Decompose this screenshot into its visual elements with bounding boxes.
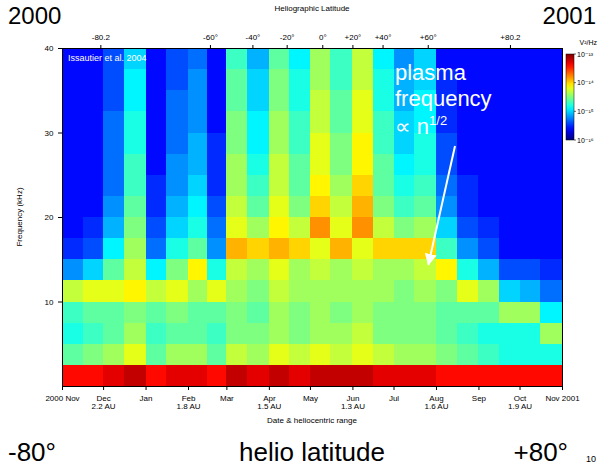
svg-text:Heliographic Latitude: Heliographic Latitude bbox=[274, 4, 350, 13]
svg-text:helio latitude: helio latitude bbox=[239, 437, 385, 467]
svg-text:0°: 0° bbox=[319, 33, 327, 42]
svg-text:10: 10 bbox=[45, 298, 54, 307]
svg-text:10⁻¹⁴: 10⁻¹⁴ bbox=[577, 79, 594, 86]
svg-text:Date & heliocentric range: Date & heliocentric range bbox=[267, 416, 357, 425]
svg-text:Jul: Jul bbox=[389, 394, 399, 403]
svg-text:-80°: -80° bbox=[8, 437, 56, 467]
svg-text:Apr1.5 AU: Apr1.5 AU bbox=[257, 394, 281, 411]
svg-text:Jan: Jan bbox=[140, 394, 153, 403]
svg-text:May: May bbox=[303, 394, 318, 403]
svg-text:-20°: -20° bbox=[280, 33, 295, 42]
svg-text:2000 Nov: 2000 Nov bbox=[45, 394, 79, 403]
svg-text:Dec2.2 AU: Dec2.2 AU bbox=[92, 394, 116, 411]
svg-text:2000: 2000 bbox=[8, 2, 61, 29]
svg-text:Issautier et al. 2004: Issautier et al. 2004 bbox=[68, 53, 147, 63]
svg-text:Oct1.9 AU: Oct1.9 AU bbox=[508, 394, 532, 411]
svg-text:∝ n1/2: ∝ n1/2 bbox=[395, 113, 447, 139]
svg-text:-80.2: -80.2 bbox=[92, 33, 111, 42]
svg-text:-40°: -40° bbox=[246, 33, 261, 42]
svg-text:40: 40 bbox=[45, 44, 54, 53]
svg-text:+60°: +60° bbox=[420, 33, 437, 42]
svg-text:20: 20 bbox=[45, 213, 54, 222]
svg-text:10⁻¹⁵: 10⁻¹⁵ bbox=[577, 108, 594, 115]
svg-text:Mar: Mar bbox=[220, 394, 234, 403]
svg-text:Feb1.8 AU: Feb1.8 AU bbox=[177, 394, 201, 411]
svg-text:plasma: plasma bbox=[395, 60, 467, 85]
svg-text:-60°: -60° bbox=[203, 33, 218, 42]
svg-text:Nov 2001: Nov 2001 bbox=[545, 394, 580, 403]
svg-text:Sep: Sep bbox=[472, 394, 487, 403]
svg-text:Jun1.3 AU: Jun1.3 AU bbox=[341, 394, 365, 411]
svg-text:+80.2: +80.2 bbox=[500, 33, 521, 42]
svg-text:+20°: +20° bbox=[345, 33, 362, 42]
svg-text:Aug1.6 AU: Aug1.6 AU bbox=[424, 394, 448, 411]
svg-text:Frequency (kHz): Frequency (kHz) bbox=[15, 187, 24, 246]
svg-text:V²/Hz: V²/Hz bbox=[580, 39, 598, 46]
svg-text:frequency: frequency bbox=[395, 86, 492, 111]
svg-text:10⁻¹⁶: 10⁻¹⁶ bbox=[577, 137, 594, 144]
svg-text:10⁻¹³: 10⁻¹³ bbox=[577, 51, 594, 58]
svg-text:+80°: +80° bbox=[513, 437, 568, 467]
svg-text:10: 10 bbox=[586, 454, 596, 464]
svg-text:30: 30 bbox=[45, 129, 54, 138]
svg-text:+40°: +40° bbox=[375, 33, 392, 42]
svg-text:2001: 2001 bbox=[543, 2, 596, 29]
